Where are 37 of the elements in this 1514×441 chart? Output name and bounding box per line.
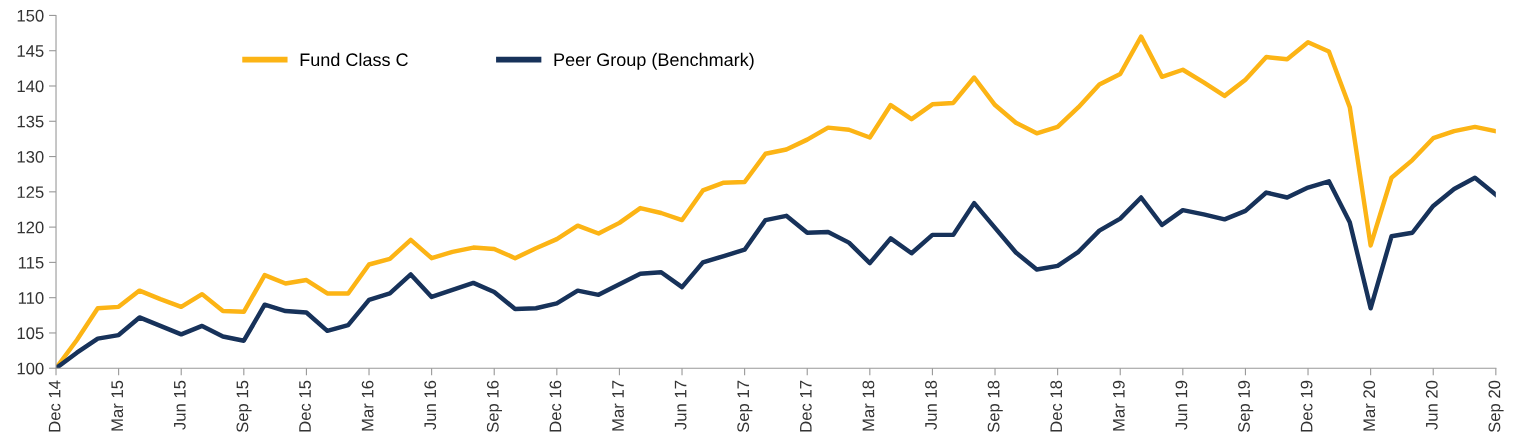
y-tick-label: 125 xyxy=(17,186,44,199)
x-tick-label: Dec 18 xyxy=(1050,380,1063,432)
x-tick-label: Jun 15 xyxy=(174,380,186,430)
y-tick-label: 115 xyxy=(18,256,44,269)
x-tick-label: Sep 19 xyxy=(1238,380,1254,433)
x-tick-label: Dec 15 xyxy=(299,380,311,432)
legend-label: Peer Group (Benchmark) xyxy=(554,52,754,70)
x-tick-label: Mar 19 xyxy=(1112,380,1125,431)
x-tick-label: Mar 20 xyxy=(1363,380,1376,431)
y-tick-label: 100 xyxy=(17,362,44,375)
x-tick-label: Sep 16 xyxy=(486,380,502,433)
x-tick-label: Jun 16 xyxy=(424,380,437,430)
y-tick-label: 150 xyxy=(17,9,44,22)
x-tick-label: Jun 19 xyxy=(1175,380,1188,430)
y-tick-label: 140 xyxy=(17,80,44,93)
x-tick-label: Mar 17 xyxy=(612,380,624,431)
y-tick-label: 110 xyxy=(18,292,44,304)
y-tick-label: 145 xyxy=(17,45,44,57)
x-tick-label: Sep 20 xyxy=(1488,380,1504,433)
x-tick-label: Sep 18 xyxy=(987,380,1003,433)
x-tick-label: Sep 17 xyxy=(737,380,753,433)
y-tick-label: 135 xyxy=(17,115,44,128)
x-tick-label: Jun 20 xyxy=(1425,380,1438,430)
x-tick-label: Dec 14 xyxy=(48,380,61,432)
x-tick-label: Jun 18 xyxy=(925,380,937,430)
legend-label: Fund Class C xyxy=(300,52,408,67)
x-tick-label: Mar 15 xyxy=(111,380,124,431)
x-tick-label: Sep 15 xyxy=(236,380,252,433)
y-tick-label: 120 xyxy=(17,221,44,234)
x-tick-label: Mar 18 xyxy=(862,380,875,431)
x-tick-label: Dec 17 xyxy=(800,380,812,432)
y-tick-label: 105 xyxy=(17,327,44,340)
x-tick-label: Dec 16 xyxy=(549,380,562,432)
x-tick-label: Mar 16 xyxy=(361,380,374,431)
x-tick-label: Jun 17 xyxy=(674,380,687,430)
x-tick-label: Dec 19 xyxy=(1300,380,1313,432)
y-tick-label: 130 xyxy=(17,150,44,163)
